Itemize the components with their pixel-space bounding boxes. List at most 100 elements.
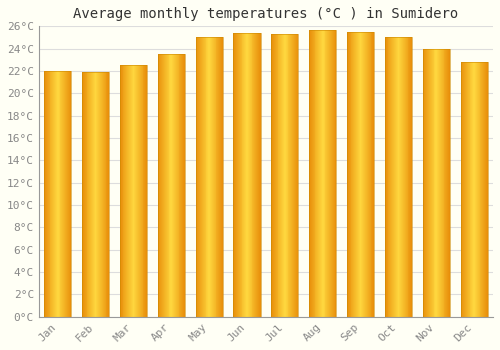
Bar <box>326 30 328 317</box>
Bar <box>130 65 132 317</box>
Bar <box>316 30 318 317</box>
Bar <box>292 34 293 317</box>
Bar <box>312 30 314 317</box>
Bar <box>129 65 130 317</box>
Bar <box>439 49 440 317</box>
Bar <box>472 62 473 317</box>
Bar <box>45 71 46 317</box>
Bar <box>392 37 393 317</box>
Bar <box>428 49 429 317</box>
Bar <box>158 54 160 317</box>
Bar <box>173 54 174 317</box>
Bar <box>394 37 395 317</box>
Bar <box>64 71 65 317</box>
Bar <box>462 62 463 317</box>
Bar <box>234 33 235 317</box>
Bar <box>127 65 128 317</box>
Bar <box>67 71 68 317</box>
Bar <box>368 32 370 317</box>
Bar <box>449 49 450 317</box>
Bar <box>50 71 51 317</box>
Bar <box>144 65 146 317</box>
Bar <box>430 49 431 317</box>
Bar <box>138 65 139 317</box>
Bar <box>94 72 96 317</box>
Bar <box>330 30 331 317</box>
Bar <box>365 32 366 317</box>
Bar <box>291 34 292 317</box>
Bar <box>158 54 185 317</box>
Bar <box>204 37 206 317</box>
Bar <box>220 37 221 317</box>
Bar <box>331 30 332 317</box>
Bar <box>466 62 467 317</box>
Bar <box>352 32 354 317</box>
Bar <box>174 54 175 317</box>
Bar <box>350 32 352 317</box>
Bar <box>476 62 477 317</box>
Bar <box>96 72 98 317</box>
Bar <box>92 72 93 317</box>
Bar <box>385 37 412 317</box>
Bar <box>309 30 336 317</box>
Bar <box>180 54 182 317</box>
Bar <box>440 49 441 317</box>
Bar <box>60 71 62 317</box>
Bar <box>357 32 358 317</box>
Bar <box>214 37 216 317</box>
Bar <box>86 72 88 317</box>
Bar <box>296 34 298 317</box>
Bar <box>196 37 223 317</box>
Bar <box>246 33 247 317</box>
Bar <box>259 33 260 317</box>
Bar <box>239 33 240 317</box>
Bar <box>53 71 54 317</box>
Bar <box>400 37 401 317</box>
Bar <box>460 62 462 317</box>
Bar <box>160 54 162 317</box>
Bar <box>349 32 350 317</box>
Bar <box>82 72 109 317</box>
Bar <box>106 72 108 317</box>
Bar <box>385 37 386 317</box>
Bar <box>209 37 210 317</box>
Bar <box>82 72 83 317</box>
Bar <box>182 54 183 317</box>
Bar <box>273 34 274 317</box>
Bar <box>288 34 290 317</box>
Bar <box>93 72 94 317</box>
Bar <box>126 65 127 317</box>
Bar <box>216 37 218 317</box>
Bar <box>238 33 239 317</box>
Bar <box>275 34 276 317</box>
Bar <box>101 72 102 317</box>
Bar <box>446 49 447 317</box>
Bar <box>164 54 165 317</box>
Bar <box>284 34 285 317</box>
Bar <box>139 65 140 317</box>
Bar <box>434 49 436 317</box>
Bar <box>364 32 365 317</box>
Bar <box>90 72 91 317</box>
Bar <box>206 37 208 317</box>
Bar <box>250 33 252 317</box>
Bar <box>362 32 364 317</box>
Bar <box>258 33 259 317</box>
Bar <box>422 49 450 317</box>
Bar <box>283 34 284 317</box>
Bar <box>102 72 103 317</box>
Bar <box>91 72 92 317</box>
Bar <box>355 32 356 317</box>
Bar <box>244 33 245 317</box>
Bar <box>294 34 295 317</box>
Bar <box>480 62 482 317</box>
Bar <box>137 65 138 317</box>
Bar <box>47 71 48 317</box>
Bar <box>432 49 434 317</box>
Bar <box>322 30 324 317</box>
Bar <box>210 37 211 317</box>
Bar <box>46 71 47 317</box>
Bar <box>196 37 198 317</box>
Bar <box>464 62 465 317</box>
Bar <box>240 33 242 317</box>
